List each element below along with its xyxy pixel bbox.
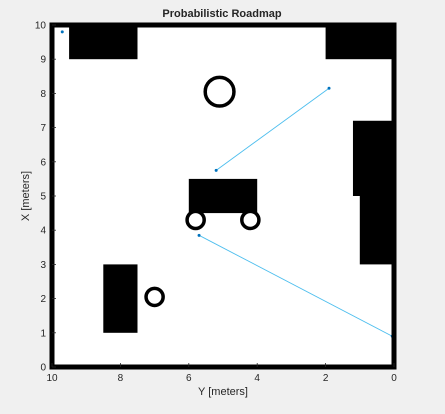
x-tick-label: 10 bbox=[46, 373, 58, 384]
x-tick-label: 2 bbox=[323, 373, 329, 384]
chart-title: Probabilistic Roadmap bbox=[162, 8, 281, 20]
ring-obstacle-wheel-left bbox=[185, 209, 206, 231]
roadmap-node bbox=[327, 86, 331, 90]
y-tick-label: 0 bbox=[40, 363, 46, 374]
y-tick-label: 7 bbox=[40, 123, 46, 134]
x-tick-label: 8 bbox=[118, 373, 124, 384]
y-tick-label: 4 bbox=[40, 226, 46, 237]
y-axis-label: X [meters] bbox=[20, 171, 32, 221]
obstacle-top-right bbox=[325, 25, 394, 60]
y-tick-label: 6 bbox=[40, 157, 46, 168]
roadmap-node bbox=[197, 233, 201, 237]
roadmap-node bbox=[60, 30, 64, 34]
x-axis-label: Y [meters] bbox=[198, 386, 248, 398]
y-axis-ticks: 0 1 2 3 4 5 6 7 8 9 10 bbox=[35, 21, 56, 374]
y-tick-label: 1 bbox=[40, 328, 46, 339]
roadmap-edges bbox=[198, 87, 393, 337]
obstacle-top-left bbox=[69, 25, 138, 60]
y-tick-label: 10 bbox=[35, 21, 47, 32]
obstacle-bottom-left bbox=[103, 264, 138, 333]
x-tick-label: 0 bbox=[391, 373, 397, 384]
obstacle-right-upper bbox=[352, 120, 394, 196]
roadmap-node bbox=[214, 168, 218, 172]
obstacle-right-lower bbox=[359, 196, 394, 265]
ring-obstacle-wheel-right bbox=[240, 209, 261, 231]
y-tick-label: 9 bbox=[40, 55, 46, 66]
roadmap-edge bbox=[215, 87, 330, 171]
y-tick-label: 5 bbox=[40, 192, 46, 203]
ring-obstacle-bottom-left bbox=[144, 286, 165, 308]
y-tick-label: 8 bbox=[40, 89, 46, 100]
occupancy-map bbox=[69, 25, 394, 333]
x-tick-label: 4 bbox=[254, 373, 260, 384]
obstacle-center-block bbox=[188, 178, 258, 214]
y-tick-label: 3 bbox=[40, 260, 46, 271]
x-axis-ticks: 10 8 6 4 2 0 bbox=[46, 363, 397, 384]
x-tick-label: 6 bbox=[186, 373, 192, 384]
ring-obstacle-top bbox=[203, 75, 236, 108]
y-tick-label: 2 bbox=[40, 294, 46, 305]
roadmap-edge bbox=[198, 234, 393, 337]
roadmap-nodes bbox=[60, 30, 394, 338]
ring-obstacles bbox=[144, 75, 261, 308]
